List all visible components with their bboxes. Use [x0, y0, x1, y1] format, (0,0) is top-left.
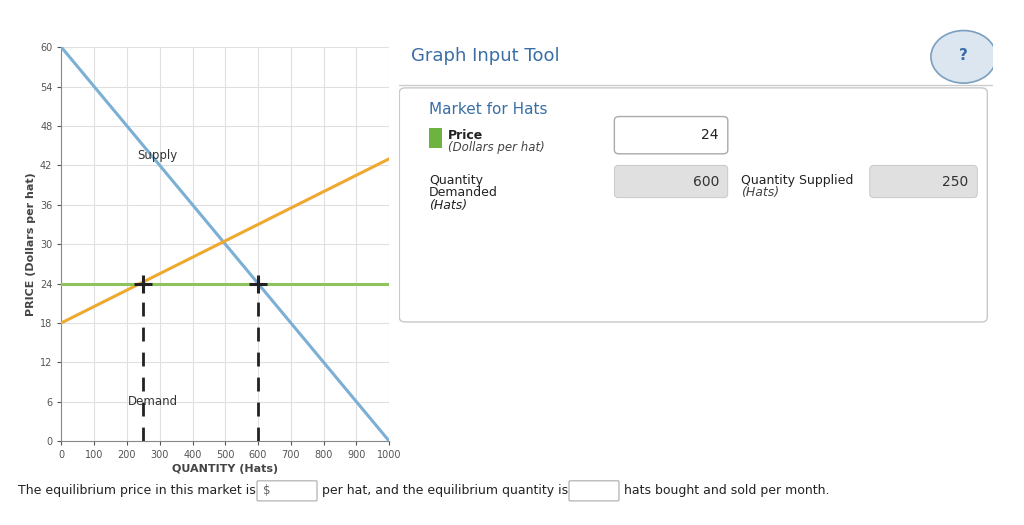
FancyBboxPatch shape: [257, 481, 317, 501]
FancyBboxPatch shape: [614, 117, 728, 154]
FancyBboxPatch shape: [0, 9, 1017, 522]
FancyBboxPatch shape: [399, 88, 987, 322]
FancyBboxPatch shape: [429, 129, 442, 148]
Text: (Hats): (Hats): [429, 199, 467, 212]
Text: Supply: Supply: [137, 149, 178, 162]
Text: 250: 250: [942, 174, 969, 188]
FancyBboxPatch shape: [569, 481, 618, 501]
Text: 600: 600: [692, 174, 719, 188]
Y-axis label: PRICE (Dollars per hat): PRICE (Dollars per hat): [26, 172, 36, 316]
Text: Price: Price: [449, 130, 483, 142]
Text: The equilibrium price in this market is: The equilibrium price in this market is: [18, 485, 256, 497]
Text: ?: ?: [959, 48, 968, 63]
Text: hats bought and sold per month.: hats bought and sold per month.: [624, 485, 829, 497]
Text: (Dollars per hat): (Dollars per hat): [449, 141, 545, 154]
FancyBboxPatch shape: [614, 165, 728, 198]
Text: Demand: Demand: [128, 395, 178, 408]
FancyBboxPatch shape: [869, 165, 977, 198]
Text: 24: 24: [701, 128, 719, 142]
Text: per hat, and the equilibrium quantity is: per hat, and the equilibrium quantity is: [322, 485, 568, 497]
Text: (Hats): (Hats): [741, 186, 779, 200]
Text: Demanded: Demanded: [429, 186, 498, 200]
Text: $: $: [263, 485, 270, 497]
X-axis label: QUANTITY (Hats): QUANTITY (Hats): [172, 464, 279, 474]
Text: Quantity Supplied: Quantity Supplied: [741, 174, 853, 187]
Text: Quantity: Quantity: [429, 174, 483, 187]
Text: Graph Input Tool: Graph Input Tool: [412, 47, 560, 65]
Text: Market for Hats: Market for Hats: [429, 102, 548, 117]
Circle shape: [931, 30, 996, 83]
